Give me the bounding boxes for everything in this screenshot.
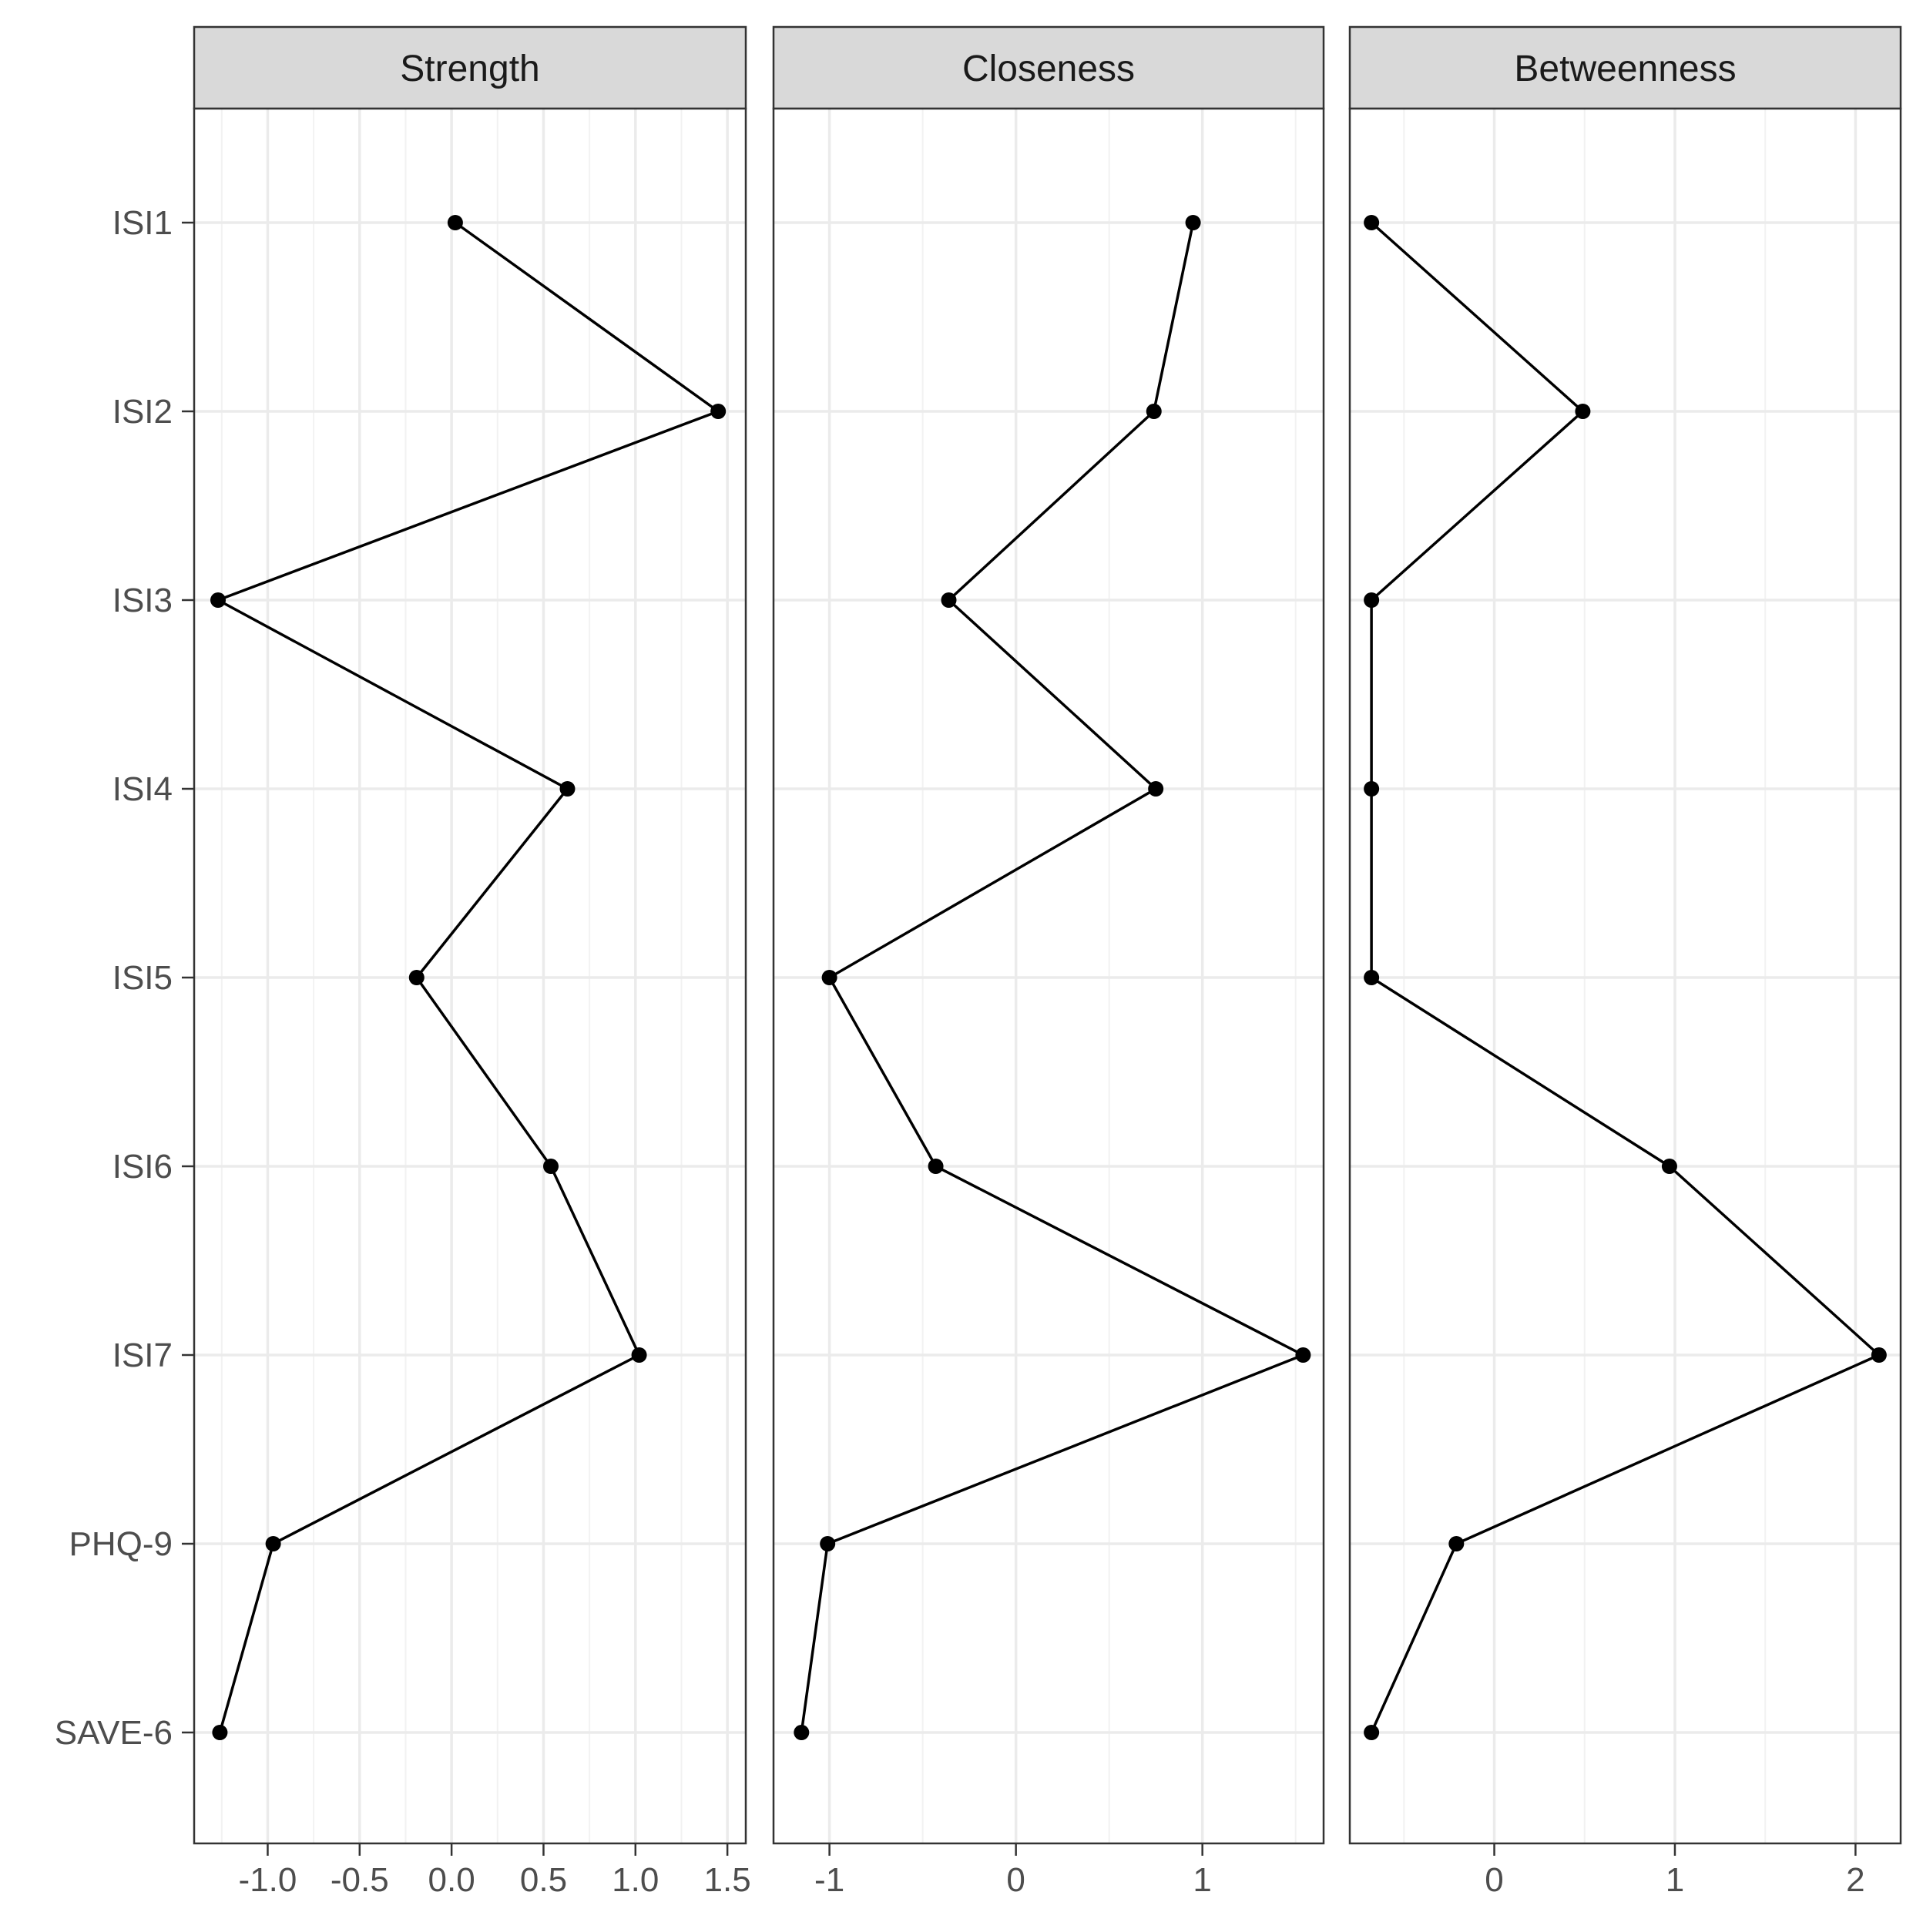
data-point-betweenness-save-6 xyxy=(1364,1725,1380,1740)
y-tick-label-isi5: ISI5 xyxy=(112,959,173,997)
y-tick-label-isi7: ISI7 xyxy=(112,1337,173,1374)
y-axis-labels: ISI1 ISI2 ISI3 ISI4 ISI5 ISI6 ISI7 PHQ-9 SAVE-6 xyxy=(55,204,194,1752)
data-point-closeness-isi5 xyxy=(821,970,837,985)
data-point-closeness-isi2 xyxy=(1146,404,1162,419)
data-point-betweenness-isi1 xyxy=(1364,215,1380,230)
data-point-betweenness-isi3 xyxy=(1364,592,1380,608)
panel-strength: Strength -1.0 -0.5 0.0 0.5 1.0 1.5 xyxy=(193,25,751,1899)
data-point-strength-isi7 xyxy=(631,1347,647,1363)
strip-title-closeness: Closeness xyxy=(962,49,1135,89)
x-tick-label: 2 xyxy=(1846,1861,1864,1899)
y-tick-label-isi6: ISI6 xyxy=(112,1148,173,1186)
data-point-betweenness-phq-9 xyxy=(1448,1536,1465,1551)
x-tick-label: 1 xyxy=(1666,1861,1684,1899)
x-tick-label: 0 xyxy=(1485,1861,1503,1899)
data-point-strength-isi4 xyxy=(559,781,576,797)
data-point-closeness-isi1 xyxy=(1185,215,1201,230)
data-point-strength-isi5 xyxy=(408,970,425,985)
y-tick-label-phq-9: PHQ-9 xyxy=(69,1525,173,1563)
y-tick-label-isi4: ISI4 xyxy=(112,770,173,808)
data-point-closeness-isi3 xyxy=(941,592,957,608)
data-point-strength-isi1 xyxy=(447,215,463,230)
x-tick-label: 0.0 xyxy=(428,1861,475,1899)
data-point-strength-save-6 xyxy=(212,1725,228,1740)
strip-title-betweenness: Betweenness xyxy=(1514,49,1736,89)
panel-betweenness: Betweenness 0 1 2 xyxy=(1348,25,1902,1899)
strip-title-strength: Strength xyxy=(400,49,539,89)
strip-betweenness xyxy=(1348,25,1902,110)
panel-closeness: Closeness -1 0 1 xyxy=(772,25,1325,1899)
x-tick-label: 1 xyxy=(1193,1861,1211,1899)
data-point-closeness-isi6 xyxy=(928,1159,944,1174)
data-point-strength-phq-9 xyxy=(265,1536,281,1551)
data-point-betweenness-isi6 xyxy=(1661,1159,1677,1174)
data-point-strength-isi2 xyxy=(710,404,727,419)
data-point-betweenness-isi4 xyxy=(1364,781,1380,797)
facet-panels: Strength -1.0 -0.5 0.0 0.5 1.0 1.5 Closeness -1 0… xyxy=(193,25,1902,1899)
x-tick-label: 0.5 xyxy=(520,1861,567,1899)
x-tick-label: -0.5 xyxy=(331,1861,389,1899)
x-tick-label: -1 xyxy=(814,1861,844,1899)
panel-background xyxy=(194,109,746,1843)
panel-border xyxy=(1348,107,1902,1845)
y-tick-label-isi3: ISI3 xyxy=(112,582,173,619)
data-point-strength-isi3 xyxy=(210,592,227,608)
data-point-betweenness-isi7 xyxy=(1871,1347,1887,1363)
y-tick-label-isi1: ISI1 xyxy=(112,204,173,242)
data-point-betweenness-isi5 xyxy=(1364,970,1380,985)
panel-background xyxy=(1350,109,1901,1843)
data-point-closeness-isi4 xyxy=(1148,781,1164,797)
data-point-betweenness-isi2 xyxy=(1575,404,1591,419)
strip-strength xyxy=(193,25,747,110)
data-point-closeness-save-6 xyxy=(794,1725,810,1740)
data-point-closeness-phq-9 xyxy=(820,1536,836,1551)
x-tick-label: 0 xyxy=(1006,1861,1025,1899)
x-tick-label: 1.0 xyxy=(612,1861,659,1899)
x-tick-label: 1.5 xyxy=(704,1861,751,1899)
x-tick-label: -1.0 xyxy=(239,1861,297,1899)
panel-background xyxy=(774,109,1324,1843)
data-point-closeness-isi7 xyxy=(1295,1347,1311,1363)
panel-border xyxy=(193,107,747,1845)
data-point-strength-isi6 xyxy=(543,1159,559,1174)
y-tick-label-save-6: SAVE-6 xyxy=(55,1714,173,1752)
y-tick-label-isi2: ISI2 xyxy=(112,393,173,431)
panel-border xyxy=(772,107,1325,1845)
